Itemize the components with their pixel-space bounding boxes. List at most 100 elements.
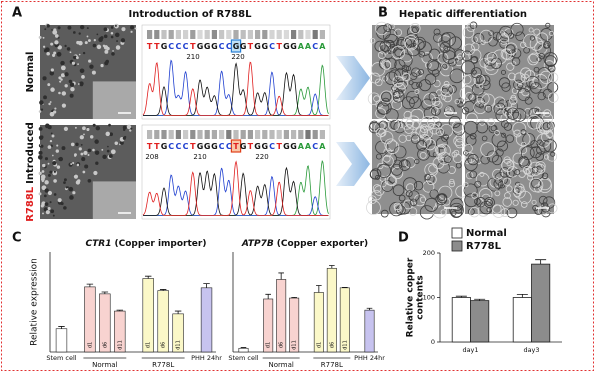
cell [74,154,77,157]
cell [404,124,414,134]
cell [88,59,92,63]
cell [412,26,419,34]
cell [72,191,76,195]
error-bar [240,347,247,349]
cell [512,121,527,136]
cell [493,96,506,109]
chromatogram-bg [141,24,331,120]
cell [497,99,509,110]
cell [428,122,435,129]
cell [78,53,81,56]
cell [530,140,539,149]
cell [508,72,516,81]
quality-bar [168,30,174,39]
cell [505,169,515,179]
cell [86,35,89,38]
cell [443,93,453,103]
cell [504,192,511,199]
base: T [248,42,254,51]
cell [39,173,41,175]
base: C [269,42,275,51]
cell [392,95,400,103]
micrograph [367,21,466,123]
cell [110,26,114,29]
quality-bar [161,130,167,139]
error-bar [58,326,65,329]
base: C [175,42,181,51]
cell [409,96,422,109]
cell [538,140,552,153]
x-tick-label: PHH 24hr [191,354,222,362]
quality-bar [262,130,268,139]
cell [461,107,470,115]
base: G [254,142,261,151]
base: G [161,42,168,51]
cell [501,120,509,128]
cell [52,29,58,35]
cell [69,82,75,87]
cell [42,163,46,168]
cell [468,93,477,102]
cell [465,171,474,180]
cell [502,177,512,186]
cell [520,201,528,208]
error-bar [329,265,335,269]
cell [398,53,413,68]
cell [454,49,466,61]
cell [372,184,382,193]
y-tick-label: 200 [423,249,435,257]
cell [115,45,121,50]
cell [61,103,67,108]
base: T [190,42,196,51]
cell [386,175,398,187]
cell [492,168,503,180]
cell [526,75,540,90]
cell [515,31,525,42]
cell [513,79,524,90]
quality-bar [147,130,153,139]
cell [377,162,384,170]
cell [539,121,552,135]
cell [383,23,392,33]
cell [454,138,465,149]
cell [44,123,50,129]
quality-bar [255,30,261,39]
cell [391,45,406,60]
cell [40,108,44,111]
quality-bar [233,30,239,39]
x-tick-label: d1 [146,342,152,348]
cell [501,158,515,172]
cell [451,120,464,133]
base: G [254,42,261,51]
cell [528,27,534,33]
legend-swatch [451,240,463,252]
base: C [168,42,174,51]
cell [50,132,53,135]
row-label: Normal [25,52,36,93]
sequence: T TGCCC TGGGCC TGTGGC TGGAACA [147,142,326,151]
cell [428,91,438,101]
cell [122,136,126,140]
cell [499,33,510,43]
x-tick-label: d6 [161,342,167,348]
cell [102,154,107,160]
cell [42,76,47,81]
base: T [276,42,282,51]
cell [416,81,423,88]
quality-bar [319,30,325,39]
error-bar [203,283,210,288]
base: G [197,42,204,51]
cell [492,31,502,41]
base: C [226,42,232,51]
x-tick-label: day1 [462,346,478,354]
cell [48,102,51,106]
x-tick-label: d6 [279,342,285,348]
base: G [283,42,290,51]
cell [134,27,137,30]
cell [42,36,45,39]
error-bar [86,283,94,287]
quality-bar [147,30,153,39]
base: C [226,142,232,151]
base: A [305,142,312,151]
cell [512,199,519,206]
